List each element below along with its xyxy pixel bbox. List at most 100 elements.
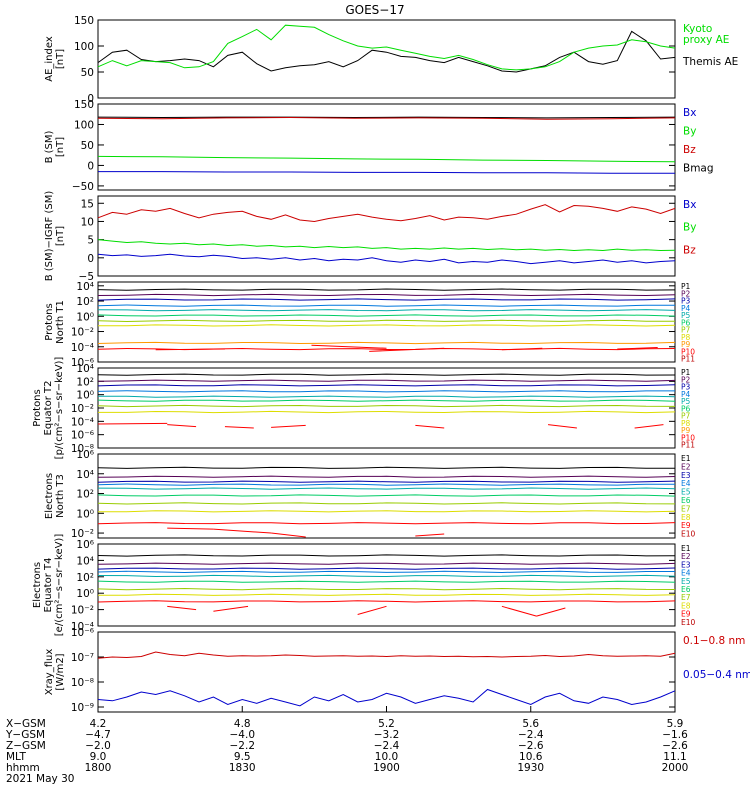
legend-label: E2	[681, 462, 691, 471]
legend-label: Bx	[683, 107, 696, 119]
flux-segment	[501, 347, 543, 351]
y-tick-label: 10⁻⁹	[71, 702, 94, 714]
flux-segment	[213, 605, 249, 612]
legend-label: Bmag	[683, 163, 714, 175]
y-tick-label: 10⁻²	[71, 528, 94, 540]
flux-level-line	[98, 410, 676, 414]
y-label-line: AE_index	[44, 36, 55, 82]
legend-label: E2	[681, 552, 691, 561]
flux-segment	[617, 347, 658, 350]
x-row-value: 1900	[373, 762, 400, 774]
y-tick-label: −5	[79, 271, 94, 283]
legend-label: By	[683, 222, 696, 234]
flux-level-line	[97, 480, 676, 483]
legend-label: E7	[681, 504, 691, 513]
y-label-line: B (SM)−IGRF (SM)	[44, 191, 55, 282]
x-row-value: −2.4	[374, 740, 400, 752]
series-line	[97, 30, 676, 73]
legend-label: P4	[681, 390, 691, 399]
flux-segment	[271, 532, 306, 538]
y-label-line: [nT]	[55, 137, 66, 157]
flux-level-line	[97, 373, 676, 376]
y-unit-text: [p/(cm²−s−sr−keV)]	[54, 357, 65, 460]
flux-level-line	[97, 309, 676, 312]
y-tick-label: 0	[87, 253, 94, 265]
legend-label: P11	[681, 441, 695, 450]
y-label-line: Protons	[32, 389, 43, 426]
y-tick-label: 150	[74, 15, 94, 27]
y-tick-label: 10	[81, 216, 94, 228]
y-tick-label: 10⁻⁶	[71, 627, 94, 639]
legend-label: P8	[681, 333, 691, 342]
x-row-label: X−GSM	[6, 718, 46, 730]
legend-label: P3	[681, 297, 691, 306]
x-row-value: 9.0	[90, 751, 107, 763]
legend-label: P1	[681, 282, 691, 291]
flux-segment	[213, 528, 272, 534]
legend-label: E5	[681, 577, 691, 586]
y-label-line: Electrons	[44, 473, 55, 519]
x-row-value: −1.6	[662, 729, 688, 741]
series-line	[97, 651, 676, 659]
y-tick-label: 10⁻⁶	[71, 430, 94, 442]
panel-4: 10⁻⁶ 10⁻⁴ 10⁻² 10⁰ 10² 10⁴ Protons North T1 P1P2…	[44, 281, 695, 369]
flux-level-line	[97, 600, 676, 603]
flux-level-line	[98, 510, 676, 513]
flux-level-line	[97, 494, 676, 497]
x-row-value: −2.6	[518, 740, 544, 752]
x-row-value: 9.5	[234, 751, 251, 763]
y-tick-label: 10⁻⁸	[71, 677, 94, 689]
x-row-value: −2.6	[662, 740, 688, 752]
flux-segment	[97, 422, 168, 425]
y-tick-label: 10⁻²	[71, 327, 94, 339]
x-row-value: 1800	[85, 762, 112, 774]
panel-frame	[97, 631, 676, 713]
flux-segment	[167, 424, 197, 428]
y-tick-label: 10⁴	[76, 363, 94, 375]
series-line	[97, 116, 676, 119]
y-tick-label: 100	[74, 41, 94, 53]
y-tick-label: 10²	[76, 296, 94, 308]
flux-segment	[501, 605, 537, 617]
y-tick-label: 150	[74, 99, 94, 111]
legend-label: By	[683, 126, 696, 138]
y-tick-label: 10⁴	[76, 469, 94, 481]
legend-label: P1	[681, 368, 691, 377]
x-row-value: 11.1	[663, 751, 686, 763]
series-line	[97, 155, 676, 163]
flux-segment	[548, 424, 577, 429]
y-tick-label: 10²	[76, 572, 94, 584]
flux-level-line	[97, 475, 676, 478]
legend-label: P5	[681, 397, 691, 406]
legend-label: P5	[681, 311, 691, 320]
x-row-value: −3.2	[374, 729, 400, 741]
figure-title: GOES−17	[345, 3, 404, 17]
y-tick-label: 10⁴	[76, 281, 94, 293]
y-label-line: Equator T4	[43, 558, 54, 613]
y-label-line: B (SM)	[44, 130, 55, 163]
y-label-line: Equator T2	[43, 381, 54, 436]
flux-level-line	[97, 574, 676, 578]
y-axis-label: Protons Equator T2	[32, 381, 54, 436]
y-tick-label: 10⁻⁶	[71, 357, 94, 369]
flux-level-line	[97, 304, 675, 307]
y-label-line: [nT]	[55, 226, 66, 246]
flux-level-line	[97, 502, 676, 505]
series-line	[97, 116, 676, 120]
legend-label: E3	[681, 560, 691, 569]
series-line	[98, 171, 675, 174]
legend-label: E7	[681, 593, 691, 602]
legend-label: E10	[681, 530, 696, 539]
flux-segment	[634, 424, 664, 429]
y-tick-label: 10⁻²	[71, 605, 94, 617]
flux-level-line	[97, 580, 676, 583]
y-label-line: [nT]	[55, 49, 66, 69]
y-tick-label: 10⁰	[76, 390, 94, 402]
legend-label: P7	[681, 326, 691, 335]
flux-level-line	[97, 487, 676, 490]
flux-segment	[357, 605, 387, 616]
legend-label: P6	[681, 318, 691, 327]
y-tick-label: 10²	[76, 376, 94, 388]
